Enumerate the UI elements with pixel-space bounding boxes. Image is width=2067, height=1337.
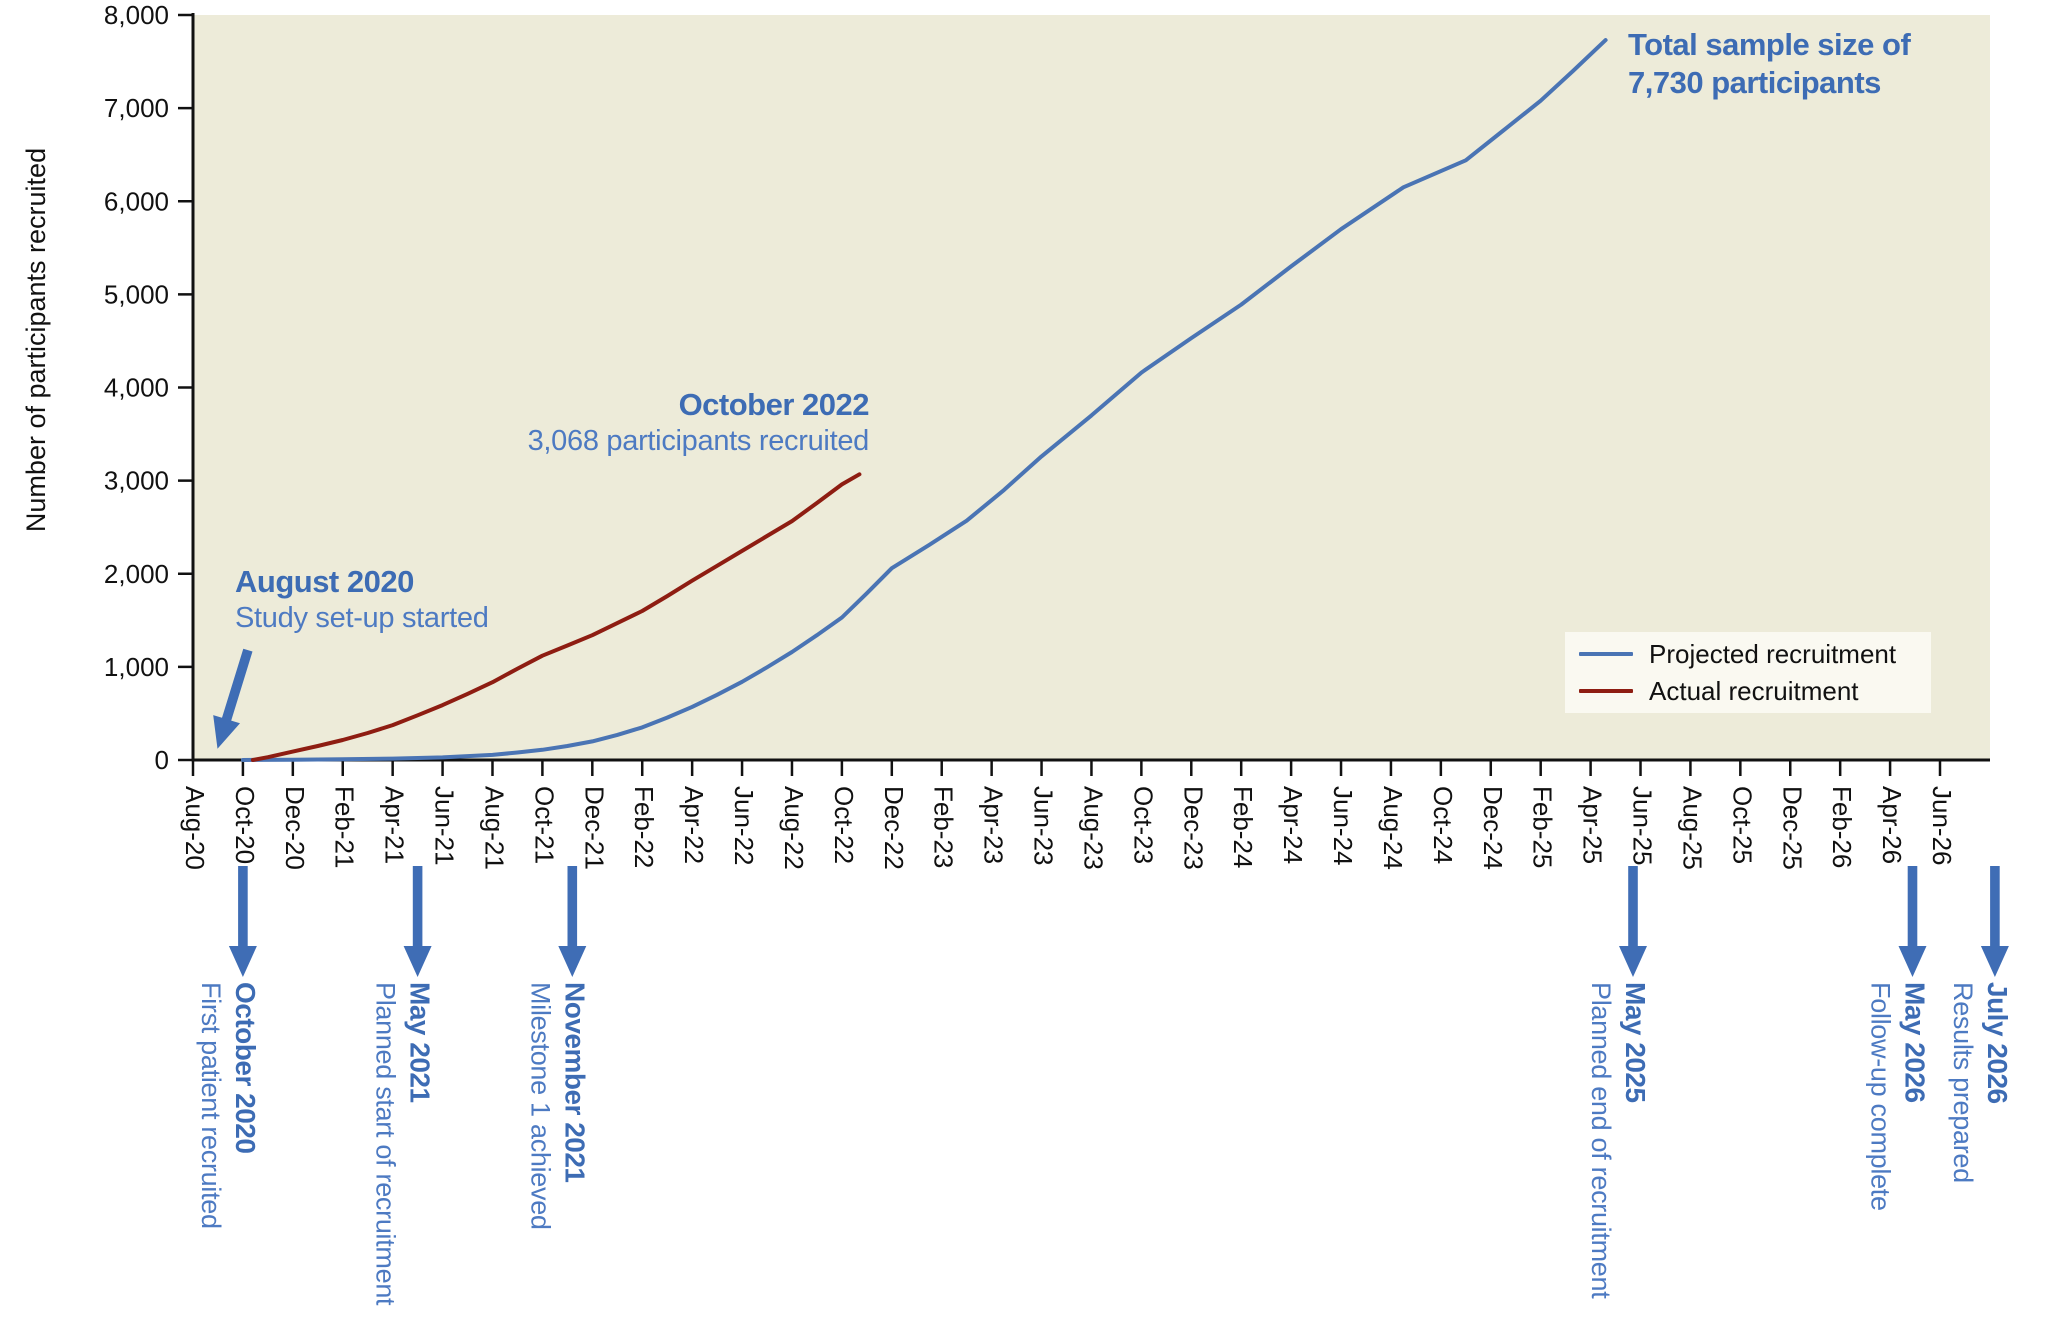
x-tick-label: Feb-22	[629, 786, 659, 868]
x-tick-label: Jun-24	[1328, 786, 1358, 866]
x-tick-label: Feb-26	[1827, 786, 1857, 868]
legend-item-projected: Projected recruitment	[1579, 639, 1931, 670]
milestone-label: Results prepared	[1948, 982, 1978, 1183]
milestone-arrow	[1898, 866, 1927, 977]
legend: Projected recruitment Actual recruitment	[1565, 632, 1931, 713]
milestone-date: July 2026	[1982, 982, 2013, 1104]
y-tick-label: 5,000	[104, 279, 169, 309]
y-tick-label: 7,000	[104, 93, 169, 123]
x-tick-label: Dec-25	[1777, 786, 1807, 870]
milestone-label: Planned start of recruitment	[371, 982, 401, 1306]
x-tick-label: Jun-22	[729, 786, 759, 866]
x-tick-label: Aug-22	[779, 786, 809, 870]
milestone-date: November 2021	[559, 982, 590, 1183]
annotation-october-2022: October 2022 3,068 participants recruite…	[527, 386, 870, 460]
x-tick-label: Apr-24	[1278, 786, 1308, 864]
milestone-date: May 2026	[1900, 982, 1931, 1103]
x-tick-label: Apr-21	[380, 786, 410, 864]
x-tick-label: Dec-22	[879, 786, 909, 870]
milestone-label: First patient recruited	[196, 982, 226, 1229]
annotation-total-sample: Total sample size of 7,730 participants	[1628, 26, 1911, 102]
milestone-date: October 2020	[230, 982, 261, 1153]
x-tick-label: Aug-24	[1378, 786, 1408, 870]
x-tick-label: Oct-21	[529, 786, 559, 864]
x-tick-label: Aug-25	[1677, 786, 1707, 870]
x-tick-label: Aug-23	[1078, 786, 1108, 870]
x-tick-label: Dec-21	[579, 786, 609, 870]
x-tick-label: Apr-26	[1877, 786, 1907, 864]
y-tick-label: 6,000	[104, 186, 169, 216]
milestone-arrow	[1980, 866, 2009, 977]
x-tick-label: Oct-20	[230, 786, 260, 864]
x-tick-label: Oct-23	[1128, 786, 1158, 864]
x-tick-label: Aug-21	[479, 786, 509, 870]
x-tick-label: Dec-23	[1178, 786, 1208, 870]
annotation-total-sample-line1: Total sample size of	[1628, 27, 1911, 62]
x-tick-label: Dec-24	[1478, 786, 1508, 870]
milestone-arrow	[403, 866, 432, 977]
x-tick-label: Dec-20	[280, 786, 310, 870]
y-tick-label: 1,000	[104, 652, 169, 682]
x-tick-label: Jun-25	[1628, 786, 1658, 866]
x-tick-label: Jun-23	[1029, 786, 1059, 866]
actual-line-swatch	[1579, 689, 1633, 693]
milestone-label: Follow-up complete	[1866, 982, 1896, 1211]
milestone-label: Planned end of recruitment	[1586, 982, 1616, 1299]
study-setup-arrow	[213, 648, 253, 749]
legend-label-actual: Actual recruitment	[1649, 675, 1859, 706]
annotation-october-2022-text: 3,068 participants recruited	[527, 425, 870, 457]
y-tick-label: 0	[155, 745, 169, 775]
y-tick-label: 2,000	[104, 559, 169, 589]
y-axis-title: Number of participants recruited	[21, 148, 51, 532]
y-tick-label: 8,000	[104, 0, 169, 30]
x-tick-label: Apr-25	[1578, 786, 1608, 864]
x-tick-label: Jun-26	[1927, 786, 1957, 866]
legend-item-actual: Actual recruitment	[1579, 676, 1931, 707]
x-tick-label: Feb-25	[1528, 786, 1558, 868]
milestone-label: Milestone 1 achieved	[525, 982, 555, 1230]
x-tick-label: Aug-20	[180, 786, 210, 870]
milestone-arrow	[1619, 866, 1647, 977]
actual-recruitment-line	[250, 472, 862, 762]
milestone-date: May 2021	[405, 982, 436, 1103]
milestone-arrow	[228, 866, 257, 977]
legend-label-projected: Projected recruitment	[1649, 638, 1897, 669]
annotation-october-2022-date: October 2022	[678, 387, 870, 422]
annotation-study-setup: August 2020 Study set-up started	[235, 563, 489, 637]
x-tick-label: Oct-22	[829, 786, 859, 864]
x-tick-label: Feb-24	[1228, 786, 1258, 868]
x-tick-label: Feb-21	[330, 786, 360, 868]
x-tick-label: Feb-23	[929, 786, 959, 868]
x-tick-label: Oct-24	[1428, 786, 1458, 864]
x-tick-label: Jun-21	[430, 786, 460, 866]
annotation-study-setup-date: August 2020	[235, 564, 414, 599]
milestone-date: May 2025	[1620, 982, 1651, 1103]
y-tick-label: 3,000	[104, 466, 169, 496]
annotation-total-sample-line2: 7,730 participants	[1628, 65, 1881, 100]
x-tick-label: Oct-25	[1727, 786, 1757, 864]
projected-line-swatch	[1579, 652, 1633, 656]
projected-recruitment-line	[240, 38, 1608, 762]
milestone-arrow	[558, 866, 587, 977]
y-tick-label: 4,000	[104, 373, 169, 403]
annotation-study-setup-text: Study set-up started	[235, 602, 489, 634]
x-tick-label: Apr-22	[679, 786, 709, 864]
x-tick-label: Apr-23	[979, 786, 1009, 864]
